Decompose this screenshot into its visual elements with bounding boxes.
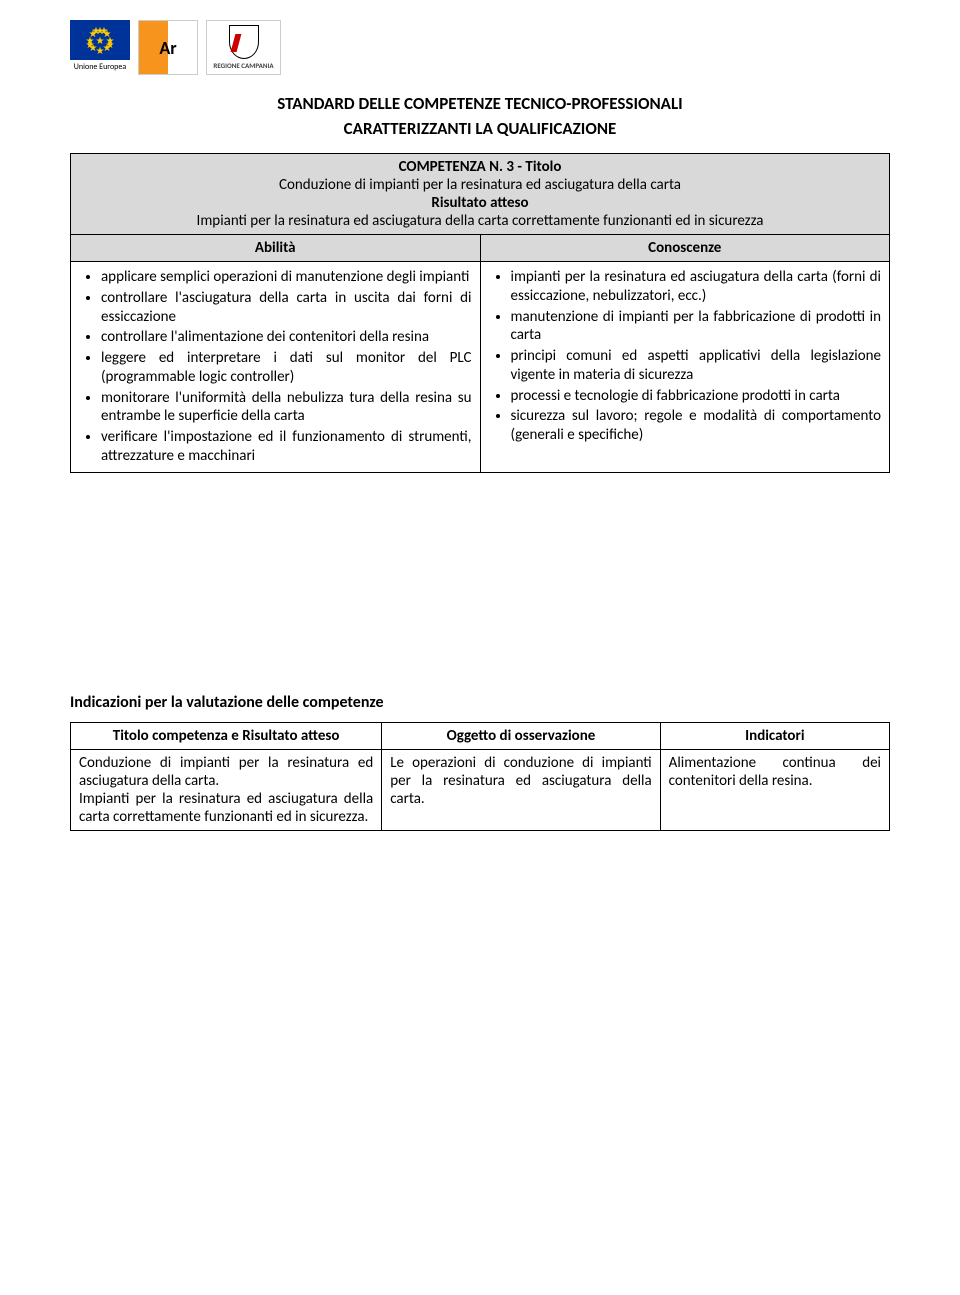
indic-col1-header: Titolo competenza e Risultato atteso <box>71 722 382 749</box>
conoscenze-cell: impianti per la resinatura ed asciugatur… <box>480 262 890 473</box>
page-title-line1: STANDARD DELLE COMPETENZE TECNICO-PROFES… <box>70 93 890 114</box>
abilita-conoscenze-header: Abilità Conoscenze <box>71 235 890 262</box>
indic-col1-text1: Conduzione di impianti per la resinatura… <box>79 754 373 790</box>
indicazioni-table: Titolo competenza e Risultato atteso Ogg… <box>70 722 890 831</box>
indicazioni-data-row: Conduzione di impianti per la resinatura… <box>71 749 890 830</box>
conoscenze-item: principi comuni ed aspetti applicativi d… <box>511 347 882 385</box>
indic-col2-header: Oggetto di osservazione <box>382 722 660 749</box>
indicazioni-title: Indicazioni per la valutazione delle com… <box>70 693 890 712</box>
logo-eu: Unione Europea <box>70 20 130 75</box>
conoscenze-item: impianti per la resinatura ed asciugatur… <box>511 268 882 306</box>
eu-flag-icon <box>70 20 130 60</box>
abilita-item: controllare l'alimentazione dei contenit… <box>101 328 472 347</box>
abilita-item: applicare semplici operazioni di manuten… <box>101 268 472 287</box>
indic-col3-cell: Alimentazione continua dei contenitori d… <box>660 749 889 830</box>
eu-label: Unione Europea <box>74 62 126 72</box>
conoscenze-item: sicurezza sul lavoro; regole e modalità … <box>511 407 882 445</box>
logo-row: Unione Europea Ar REGIONE CAMPANIA <box>70 20 890 75</box>
abilita-item: verificare l'impostazione ed il funziona… <box>101 428 472 466</box>
competenza-numero: COMPETENZA N. 3 - Titolo <box>79 158 881 176</box>
abilita-conoscenze-row: applicare semplici operazioni di manuten… <box>71 262 890 473</box>
conoscenze-header: Conoscenze <box>480 235 890 262</box>
competenza-header-cell: COMPETENZA N. 3 - Titolo Conduzione di i… <box>71 154 890 235</box>
arlas-icon: Ar <box>138 20 198 75</box>
campania-label: REGIONE CAMPANIA <box>213 61 273 70</box>
risultato-label: Risultato atteso <box>79 194 881 212</box>
logo-campania: REGIONE CAMPANIA <box>206 20 281 75</box>
competenza-descrizione: Conduzione di impianti per la resinatura… <box>79 176 881 194</box>
shield-icon <box>229 25 259 59</box>
indic-col1-cell: Conduzione di impianti per la resinatura… <box>71 749 382 830</box>
competenza-table: COMPETENZA N. 3 - Titolo Conduzione di i… <box>70 153 890 473</box>
abilita-item: leggere ed interpretare i dati sul monit… <box>101 349 472 387</box>
conoscenze-list: impianti per la resinatura ed asciugatur… <box>489 268 882 445</box>
abilita-cell: applicare semplici operazioni di manuten… <box>71 262 481 473</box>
page-title-line2: CARATTERIZZANTI LA QUALIFICAZIONE <box>70 118 890 139</box>
indic-col1-text2: Impianti per la resinatura ed asciugatur… <box>79 790 373 826</box>
competenza-header-row: COMPETENZA N. 3 - Titolo Conduzione di i… <box>71 154 890 235</box>
spacer <box>70 473 890 693</box>
campania-icon: REGIONE CAMPANIA <box>206 20 281 75</box>
logo-arlas: Ar <box>138 20 198 75</box>
conoscenze-item: processi e tecnologie di fabbricazione p… <box>511 387 882 406</box>
abilita-item: controllare l'asciugatura della carta in… <box>101 289 472 327</box>
indic-col3-header: Indicatori <box>660 722 889 749</box>
page: Unione Europea Ar REGIONE CAMPANIA STAND… <box>0 0 960 1295</box>
indicazioni-header-row: Titolo competenza e Risultato atteso Ogg… <box>71 722 890 749</box>
conoscenze-item: manutenzione di impianti per la fabbrica… <box>511 308 882 346</box>
abilita-list: applicare semplici operazioni di manuten… <box>79 268 472 466</box>
abilita-header: Abilità <box>71 235 481 262</box>
risultato-text: Impianti per la resinatura ed asciugatur… <box>79 212 881 230</box>
indic-col2-cell: Le operazioni di conduzione di impianti … <box>382 749 660 830</box>
abilita-item: monitorare l'uniformità della nebulizza … <box>101 389 472 427</box>
